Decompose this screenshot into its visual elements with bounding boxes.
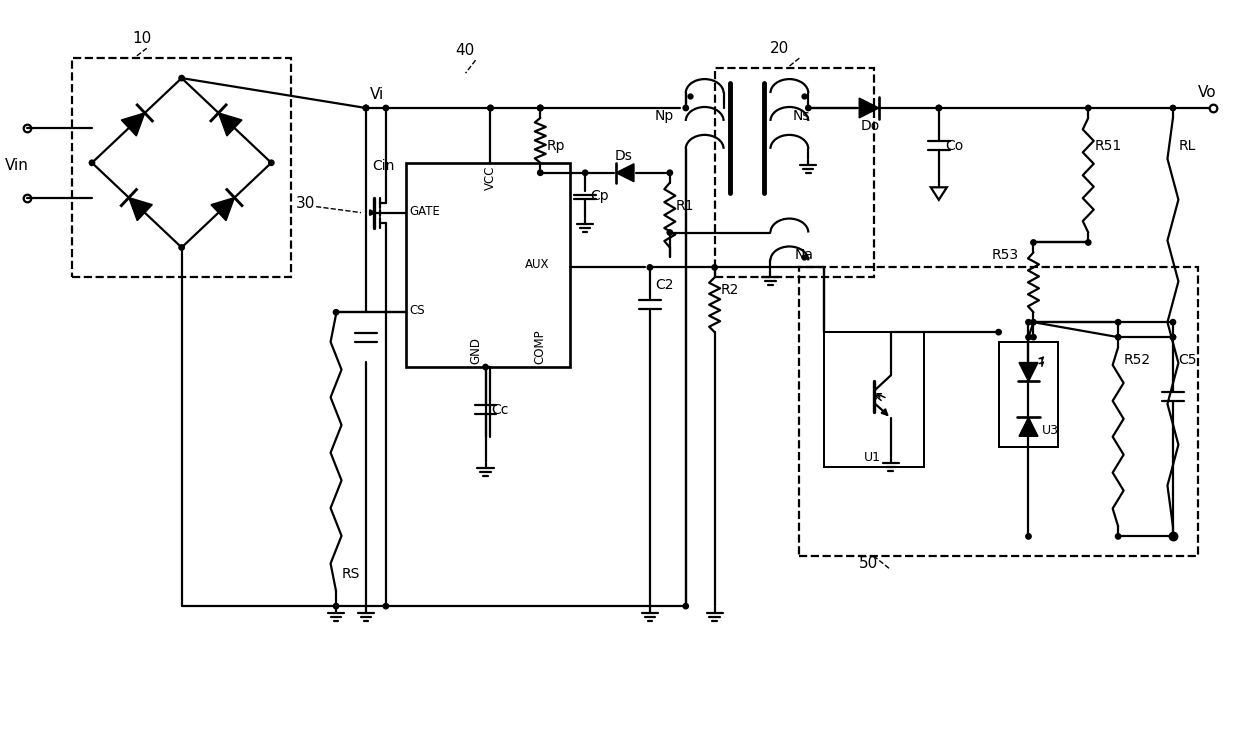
Circle shape — [487, 105, 494, 111]
Text: U3: U3 — [1042, 424, 1059, 437]
Text: RS: RS — [342, 567, 361, 581]
Circle shape — [1171, 105, 1176, 111]
Circle shape — [179, 245, 185, 250]
Circle shape — [1171, 335, 1176, 340]
Circle shape — [1171, 533, 1176, 539]
Circle shape — [1171, 320, 1176, 325]
Circle shape — [1030, 240, 1037, 245]
Polygon shape — [616, 164, 634, 182]
Circle shape — [1030, 320, 1037, 325]
Circle shape — [583, 170, 588, 176]
Text: Np: Np — [655, 109, 675, 123]
Text: R52: R52 — [1125, 353, 1151, 367]
Text: COMP: COMP — [533, 329, 547, 364]
Circle shape — [363, 105, 368, 111]
Circle shape — [1085, 105, 1091, 111]
Text: Vi: Vi — [370, 87, 384, 102]
Polygon shape — [122, 113, 145, 136]
Text: C5: C5 — [1178, 353, 1197, 367]
Circle shape — [806, 105, 811, 111]
Text: CS: CS — [409, 304, 425, 317]
Text: GND: GND — [469, 337, 482, 364]
Circle shape — [996, 329, 1001, 335]
Circle shape — [334, 604, 339, 609]
Text: R51: R51 — [1094, 139, 1121, 153]
Circle shape — [538, 105, 543, 111]
Text: GATE: GATE — [409, 205, 440, 217]
Circle shape — [712, 264, 717, 270]
Circle shape — [1030, 335, 1037, 340]
Text: Co: Co — [945, 139, 963, 153]
Text: 10: 10 — [131, 31, 151, 46]
Text: Rp: Rp — [547, 139, 564, 153]
Circle shape — [1085, 240, 1091, 245]
Bar — [405, 163, 570, 367]
Text: Vin: Vin — [5, 158, 30, 173]
Circle shape — [538, 105, 543, 111]
Text: R1: R1 — [676, 199, 694, 213]
Text: U1: U1 — [864, 450, 882, 464]
Text: R2: R2 — [720, 283, 739, 297]
Bar — [714, 68, 874, 277]
Text: Cp: Cp — [590, 189, 609, 202]
Circle shape — [179, 75, 185, 81]
Text: 30: 30 — [296, 196, 316, 211]
Circle shape — [1116, 533, 1121, 539]
Text: C2: C2 — [655, 279, 673, 292]
Circle shape — [538, 105, 543, 111]
Circle shape — [334, 309, 339, 315]
Circle shape — [482, 365, 489, 370]
Circle shape — [538, 170, 543, 176]
Text: 40: 40 — [455, 43, 475, 58]
Text: R53: R53 — [992, 249, 1019, 262]
Circle shape — [936, 105, 941, 111]
Text: 20: 20 — [770, 41, 789, 56]
Text: VCC: VCC — [484, 166, 497, 190]
Circle shape — [683, 604, 688, 609]
Text: Do: Do — [861, 119, 880, 133]
Text: RL: RL — [1179, 139, 1197, 153]
Polygon shape — [218, 113, 242, 136]
Text: Cin: Cin — [372, 159, 394, 173]
Circle shape — [1116, 335, 1121, 340]
Circle shape — [1171, 533, 1176, 539]
Circle shape — [936, 105, 941, 111]
Circle shape — [1116, 320, 1121, 325]
Text: Ns: Ns — [792, 109, 810, 123]
Bar — [998, 342, 1059, 447]
Circle shape — [1025, 335, 1032, 340]
Bar — [800, 267, 1198, 557]
Circle shape — [667, 170, 672, 176]
Circle shape — [1025, 533, 1032, 539]
Bar — [825, 332, 924, 467]
Circle shape — [667, 230, 672, 235]
Circle shape — [1025, 320, 1032, 325]
Text: 50: 50 — [859, 557, 878, 571]
Circle shape — [683, 105, 688, 111]
Polygon shape — [1019, 362, 1038, 382]
Circle shape — [89, 160, 94, 166]
Polygon shape — [1019, 418, 1038, 436]
Circle shape — [383, 105, 388, 111]
Circle shape — [1171, 335, 1176, 340]
Circle shape — [487, 105, 494, 111]
Circle shape — [363, 105, 368, 111]
Polygon shape — [211, 198, 234, 220]
Polygon shape — [859, 98, 879, 118]
Circle shape — [363, 105, 368, 111]
Text: Ds: Ds — [615, 149, 632, 163]
Text: Cc: Cc — [491, 403, 508, 417]
Text: AUX: AUX — [526, 258, 549, 271]
Circle shape — [647, 264, 652, 270]
Circle shape — [269, 160, 274, 166]
Text: Vo: Vo — [1198, 85, 1216, 100]
Text: Na: Na — [795, 249, 813, 262]
Polygon shape — [129, 198, 153, 220]
Bar — [72, 58, 291, 277]
Circle shape — [383, 604, 388, 609]
